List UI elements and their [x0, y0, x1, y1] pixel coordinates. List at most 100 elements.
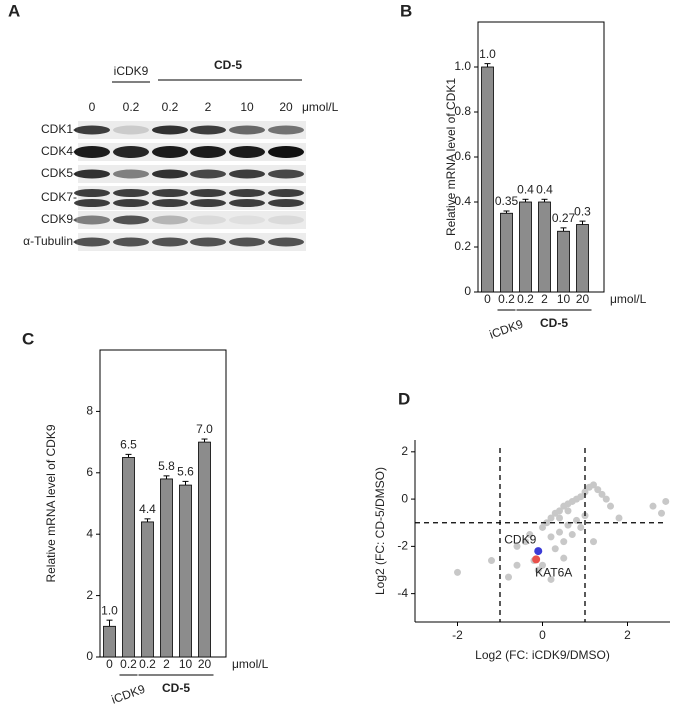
point: [513, 542, 521, 550]
point: [615, 514, 623, 522]
group-label: iCDK9: [488, 317, 526, 342]
lane-label: 0: [89, 100, 96, 114]
point: [577, 523, 585, 531]
bar: [538, 201, 551, 293]
point: [532, 555, 541, 564]
row-label: CDK9-: [41, 212, 77, 226]
band: [268, 146, 304, 158]
lane-label: 0.2: [162, 100, 179, 114]
band: [113, 146, 149, 158]
x-tick-label: 0.2: [517, 292, 534, 306]
y-tick-label: 0: [86, 649, 93, 663]
blot-strip: [78, 186, 306, 210]
band: [74, 189, 110, 197]
row-label: CDK7-: [41, 190, 77, 204]
x-tick-label: 0: [539, 628, 546, 642]
x-tick-label: 10: [179, 657, 193, 671]
band: [74, 169, 110, 179]
lane-label: 20: [279, 100, 293, 114]
y-tick-label: 0.8: [454, 104, 471, 118]
point: [547, 514, 555, 522]
band: [229, 215, 265, 225]
point: [522, 538, 529, 546]
x-tick-label: 0: [106, 657, 113, 671]
value-label: 1.0: [479, 47, 496, 61]
band: [190, 169, 226, 179]
lane-label: 10: [240, 100, 254, 114]
y-tick-label: 0.4: [454, 194, 471, 208]
band: [229, 146, 265, 158]
x-tick-label: 0.2: [120, 657, 137, 671]
treatment-label: iCDK9: [114, 64, 149, 78]
row-label: CDK5-: [41, 166, 77, 180]
x-tick-label: 2: [624, 628, 631, 642]
band: [113, 237, 149, 247]
bar: [179, 484, 192, 658]
band: [268, 215, 304, 225]
band: [152, 237, 188, 247]
band: [268, 237, 304, 247]
y-axis-label: Relative mRNA level of CDK9: [44, 424, 58, 582]
group-label: CD-5: [540, 316, 568, 330]
x-tick-label: 20: [576, 292, 590, 306]
bar: [198, 441, 211, 658]
value-label: 0.35: [495, 194, 519, 208]
band: [229, 169, 265, 179]
value-label: 5.6: [177, 465, 194, 479]
value-label: 7.0: [196, 422, 213, 436]
panel-label: C: [22, 329, 34, 348]
row-label: CDK1-: [41, 122, 77, 136]
value-label: 0.4: [517, 182, 534, 196]
y-tick-label: 0: [464, 284, 471, 298]
point: [577, 493, 585, 501]
band: [268, 169, 304, 179]
bar: [557, 230, 570, 293]
point: [556, 507, 563, 515]
y-tick-label: 1.0: [454, 59, 471, 73]
band: [113, 125, 149, 135]
panel-label: B: [400, 1, 412, 20]
y-tick-label: -2: [397, 539, 408, 553]
panel-label: D: [398, 389, 410, 408]
treatment-label: CD-5: [214, 58, 242, 72]
y-tick-label: 0: [401, 491, 408, 505]
group-label: CD-5: [162, 681, 190, 695]
point: [551, 545, 559, 553]
y-tick-label: 0.6: [454, 149, 471, 163]
point: [649, 502, 657, 510]
band: [190, 189, 226, 197]
bar: [519, 201, 532, 293]
point: [556, 528, 563, 536]
value-label: 0.4: [536, 182, 553, 196]
band: [74, 146, 110, 158]
point: [534, 547, 543, 556]
band: [152, 125, 188, 135]
value-label: 5.8: [158, 459, 175, 473]
point: [590, 481, 597, 489]
value-label: 4.4: [139, 502, 156, 516]
x-tick-label: 0.2: [498, 292, 515, 306]
band: [229, 189, 265, 197]
panel-label: A: [8, 1, 20, 20]
band: [113, 169, 149, 179]
unit-label: μmol/L: [302, 100, 339, 114]
band: [229, 125, 265, 135]
x-tick-label: 2: [541, 292, 548, 306]
band: [268, 199, 304, 207]
x-tick-label: 10: [557, 292, 571, 306]
x-tick-label: 0: [484, 292, 491, 306]
y-axis-label: Log2 (FC: CD-5/DMSO): [373, 467, 387, 595]
value-label: 6.5: [120, 438, 137, 452]
x-axis-label: Log2 (FC: iCDK9/DMSO): [475, 648, 610, 662]
band: [74, 215, 110, 225]
point: [534, 566, 542, 574]
y-tick-label: 4: [86, 526, 93, 540]
band: [190, 215, 226, 225]
band: [152, 215, 188, 225]
band: [74, 125, 110, 135]
band: [152, 146, 188, 158]
y-tick-label: -4: [397, 586, 408, 600]
point: [658, 509, 665, 517]
band: [113, 215, 149, 225]
blot-strip: [78, 211, 306, 229]
